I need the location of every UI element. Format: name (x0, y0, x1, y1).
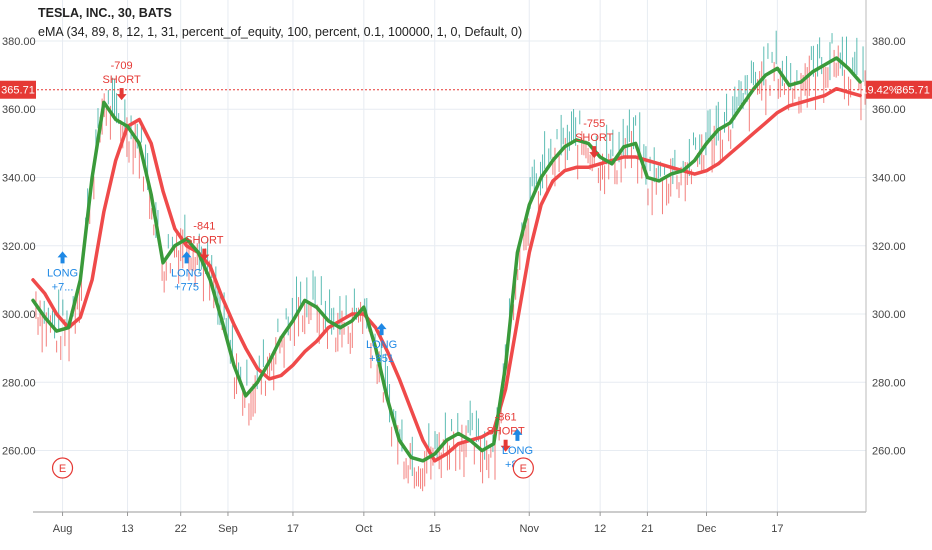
price-badge-left: 365.71 (0, 80, 36, 99)
long-signal[interactable]: LONG +7... (47, 251, 78, 293)
y-tick-label-right: 340.00 (872, 172, 906, 184)
x-tick-label: Aug (53, 523, 73, 535)
signal-pnl: -709 (111, 60, 133, 72)
earnings-marker[interactable]: E (51, 457, 74, 479)
x-tick-label: 13 (121, 523, 133, 535)
badge-price: 365.71 (896, 85, 930, 97)
signal-pnl: -755 (583, 118, 605, 130)
trade-signals: LONG +7... SHORT -709 LONG +775 SHORT -841 LONG +… (47, 60, 614, 471)
y-tick-label-left: 340.00 (2, 172, 36, 184)
badge-pct: 19.42% (861, 85, 899, 97)
long-arrow-icon (512, 428, 523, 441)
ema-series (31, 56, 862, 463)
short-arrow-icon (500, 439, 511, 452)
y-tick-label-left: 320.00 (2, 241, 36, 253)
y-tick-label-left: 280.00 (2, 377, 36, 389)
signal-label: SHORT (575, 132, 614, 144)
y-tick-label-right: 300.00 (872, 309, 906, 321)
signal-label: SHORT (185, 235, 224, 247)
signal-pnl: +851 (369, 353, 394, 365)
y-tick-label-right: 320.00 (872, 241, 906, 253)
long-signal[interactable]: LONG +851 (366, 323, 397, 365)
y-tick-label-left: 300.00 (2, 309, 36, 321)
signal-pnl: -841 (193, 221, 215, 233)
badge-text: 365.71 (1, 85, 35, 97)
x-tick-label: Dec (697, 523, 717, 535)
y-tick-label-left: 380.00 (2, 36, 36, 48)
x-tick-label: 17 (771, 523, 783, 535)
earnings-label: E (520, 463, 527, 475)
x-tick-label: 22 (175, 523, 187, 535)
x-tick-label: 21 (641, 523, 653, 535)
earnings-icon (51, 457, 74, 479)
series-line-ema-slow[interactable] (31, 86, 862, 463)
badge-bg (0, 80, 36, 99)
y-tick-label-right: 260.00 (872, 446, 906, 458)
badge-bg (866, 80, 932, 99)
short-signal[interactable]: SHORT -709 (102, 60, 141, 101)
signal-label: LONG (47, 267, 78, 279)
signal-label: LONG (171, 267, 202, 279)
price-badge-right: 19.42%365.71 (861, 80, 932, 99)
x-tick-label: 17 (287, 523, 299, 535)
price-badges: 365.71 19.42%365.71 (0, 80, 932, 99)
short-arrow-icon (589, 146, 600, 159)
y-tick-label-left: 360.00 (2, 104, 36, 116)
x-tick-label: Sep (218, 523, 238, 535)
earnings-marker[interactable]: E (512, 457, 534, 479)
y-tick-label-right: 380.00 (872, 36, 906, 48)
signal-label: SHORT (102, 74, 141, 86)
long-arrow-icon (57, 251, 68, 264)
earnings-icon (512, 457, 534, 479)
x-tick-label: 15 (429, 523, 441, 535)
grid (33, 0, 866, 512)
signal-label: LONG (502, 445, 533, 457)
y-tick-label-left: 260.00 (2, 446, 36, 458)
y-tick-label-right: 280.00 (872, 377, 906, 389)
short-signal[interactable]: SHORT -841 (185, 221, 224, 261)
series-line-ema-fast[interactable] (31, 56, 862, 463)
y-tick-label-right: 360.00 (872, 104, 906, 116)
price-bars (35, 30, 866, 492)
earnings-label: E (59, 463, 66, 475)
x-tick-label: Oct (355, 523, 372, 535)
long-arrow-icon (376, 323, 387, 336)
short-signal[interactable]: SHORT -755 (575, 118, 614, 159)
signal-pnl: -861 (495, 412, 517, 424)
short-arrow-icon (116, 88, 127, 101)
signal-label: LONG (366, 339, 397, 351)
signal-pnl: +775 (174, 281, 199, 293)
long-signal[interactable]: LONG +775 (171, 251, 202, 293)
long-arrow-icon (181, 251, 192, 264)
x-tick-label: Nov (519, 523, 539, 535)
short-arrow-icon (199, 248, 210, 261)
x-tick-label: 12 (594, 523, 606, 535)
signal-pnl: +7... (52, 281, 74, 293)
